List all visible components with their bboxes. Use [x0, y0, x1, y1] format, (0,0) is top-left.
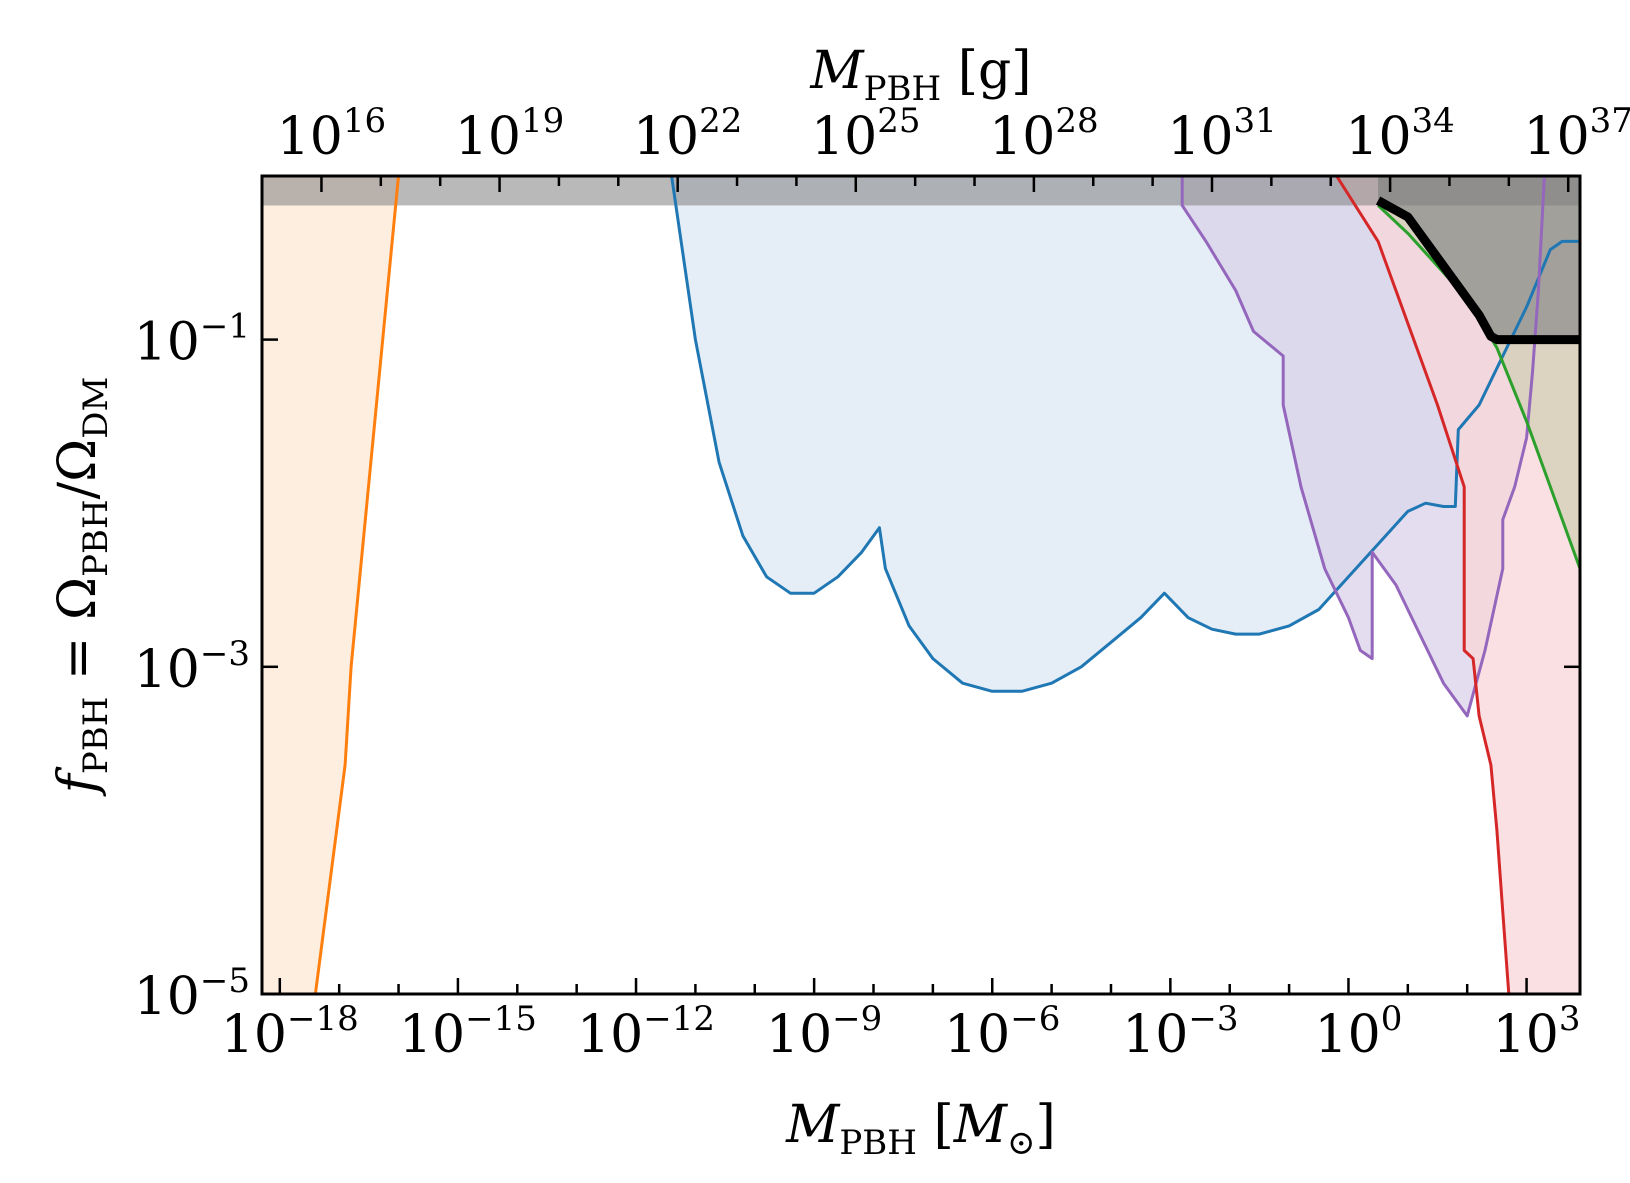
axis-ticks [260, 176, 1580, 996]
constraint-line-2 [1180, 176, 1546, 718]
x-tick-labels: 10−18 10−15 10−12 10−9 10−6 10−3 100 103 [221, 999, 1581, 1065]
y-tick-labels: 10−1 10−3 10−5 [134, 307, 250, 1027]
constraint-line-0 [313, 176, 400, 994]
x-tick-label: 10−9 [766, 999, 882, 1065]
x-tick-label: 10−6 [944, 999, 1060, 1065]
x2-tick-label: 1037 [1523, 101, 1630, 167]
constraint-line-5 [1375, 196, 1580, 345]
x2-tick-label: 1028 [989, 101, 1098, 167]
constraint-lines [313, 176, 1580, 994]
constraint-line-3 [1335, 176, 1511, 994]
x-tick-label: 10−3 [1122, 999, 1238, 1065]
x-tick-label: 10−18 [221, 999, 359, 1065]
x-tick-label: 103 [1493, 999, 1581, 1065]
x2-tick-labels: 1016 1019 1022 1025 1028 1031 1034 1037 [277, 101, 1630, 167]
constraint-fill-0 [262, 176, 399, 994]
x-tick-label: 10−15 [399, 999, 537, 1065]
x2-tick-label: 1016 [277, 101, 386, 167]
x-tick-label: 100 [1315, 999, 1403, 1065]
x2-axis-title: MPBH [g] [809, 41, 1031, 109]
y-axis-title: fPBH = ΩPBH/ΩDM [48, 377, 116, 798]
x2-tick-label: 1025 [811, 101, 920, 167]
x-axis-title: MPBH [M⊙] [785, 1095, 1056, 1163]
y-tick-label: 10−3 [134, 634, 250, 700]
constraint-fills [262, 176, 1580, 994]
x2-tick-label: 1034 [1345, 101, 1454, 167]
excluded-band [262, 176, 1580, 206]
x-tick-label: 10−12 [577, 999, 715, 1065]
x2-tick-label: 1022 [633, 101, 742, 167]
y-tick-label: 10−5 [134, 961, 250, 1027]
plot-frame [260, 174, 1582, 996]
x2-tick-label: 1019 [455, 101, 564, 167]
x2-tick-label: 1031 [1167, 101, 1276, 167]
y-tick-label: 10−1 [134, 307, 250, 373]
